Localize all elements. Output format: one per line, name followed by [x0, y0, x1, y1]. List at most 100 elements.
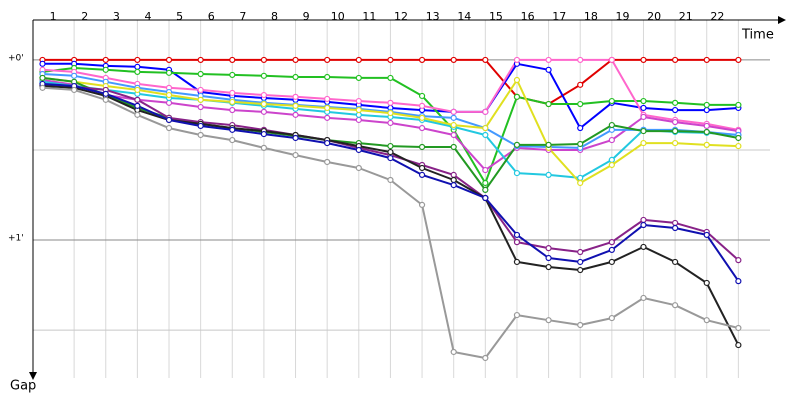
data-point [418, 102, 426, 109]
data-point [608, 136, 615, 144]
data-point [640, 294, 647, 302]
data-point [735, 278, 742, 285]
data-point [608, 258, 615, 266]
data-point [735, 101, 742, 109]
data-point [608, 56, 615, 64]
data-point [324, 158, 331, 166]
x-tick-label: 1 [50, 10, 57, 23]
data-point [355, 116, 362, 124]
data-point [450, 114, 457, 121]
data-point [355, 56, 362, 64]
data-point [703, 279, 710, 287]
data-point [134, 56, 141, 64]
data-point [134, 96, 141, 103]
data-point [482, 179, 489, 187]
x-tick-label: 7 [239, 10, 246, 23]
data-point [229, 89, 236, 97]
x-tick-label: 4 [145, 10, 152, 23]
data-point [513, 231, 521, 239]
data-point [134, 68, 141, 76]
data-point [482, 124, 489, 132]
data-point [418, 164, 426, 172]
data-point [735, 324, 742, 332]
data-point [418, 114, 426, 121]
data-point [482, 56, 489, 64]
data-point [39, 60, 46, 67]
data-point [102, 56, 109, 64]
data-point [608, 97, 615, 105]
data-point [292, 134, 299, 142]
x-tick-label: 14 [457, 10, 471, 23]
data-point [672, 258, 679, 266]
data-point [450, 131, 457, 139]
data-point [577, 81, 584, 88]
data-point [577, 124, 584, 132]
x-tick-label: 9 [303, 10, 310, 23]
x-tick-label: 10 [331, 10, 345, 23]
y-axis-arrow [29, 372, 37, 380]
data-point [450, 143, 457, 151]
data-point [640, 243, 647, 251]
data-point [292, 93, 299, 100]
data-point [197, 86, 204, 94]
data-point [640, 113, 647, 121]
x-tick-label: 8 [271, 10, 278, 23]
data-point [324, 114, 331, 121]
data-point [292, 73, 299, 81]
x-tick-label: 17 [552, 10, 566, 23]
data-point [608, 239, 615, 246]
data-point [608, 246, 615, 254]
data-point [703, 141, 710, 148]
data-point [387, 109, 394, 117]
data-point [324, 104, 331, 112]
data-point [513, 311, 521, 319]
data-point [71, 86, 78, 94]
data-point [545, 66, 552, 73]
y-tick-label: +0' [8, 53, 24, 63]
data-point [229, 126, 236, 133]
data-point [640, 127, 647, 135]
data-point [450, 171, 457, 178]
data-point [355, 97, 362, 105]
data-point [703, 56, 710, 64]
data-point [387, 142, 394, 150]
data-point [387, 148, 394, 156]
data-point [482, 108, 489, 115]
x-tick-label: 6 [208, 10, 215, 23]
data-point [577, 174, 584, 181]
data-point [482, 166, 489, 174]
data-point [577, 258, 584, 266]
data-point [482, 354, 489, 362]
data-point [197, 122, 204, 130]
data-point [735, 134, 742, 142]
data-point [324, 73, 331, 81]
x-tick-label: 3 [113, 10, 120, 23]
x-tick-label: 16 [521, 10, 535, 23]
data-point [608, 161, 615, 169]
x-tick-label: 5 [176, 10, 183, 23]
data-point [545, 141, 552, 148]
data-point [260, 100, 268, 108]
data-point [260, 56, 268, 64]
data-point [418, 56, 426, 64]
data-point [735, 142, 742, 150]
data-point [545, 171, 552, 178]
data-point [640, 216, 647, 224]
data-point [577, 100, 584, 108]
data-point [672, 139, 679, 147]
data-point [197, 56, 204, 64]
data-point [703, 317, 710, 324]
data-point [387, 74, 394, 82]
data-point [735, 56, 742, 64]
x-axis-arrow [778, 16, 786, 24]
data-point [387, 176, 394, 184]
data-point [134, 86, 141, 94]
data-point [387, 99, 394, 106]
data-point [672, 56, 679, 64]
data-point [703, 106, 710, 114]
x-tick-label: 19 [615, 10, 629, 23]
data-point [39, 84, 46, 91]
data-point [735, 341, 742, 349]
data-point [418, 92, 426, 100]
x-tick-label: 20 [647, 10, 661, 23]
